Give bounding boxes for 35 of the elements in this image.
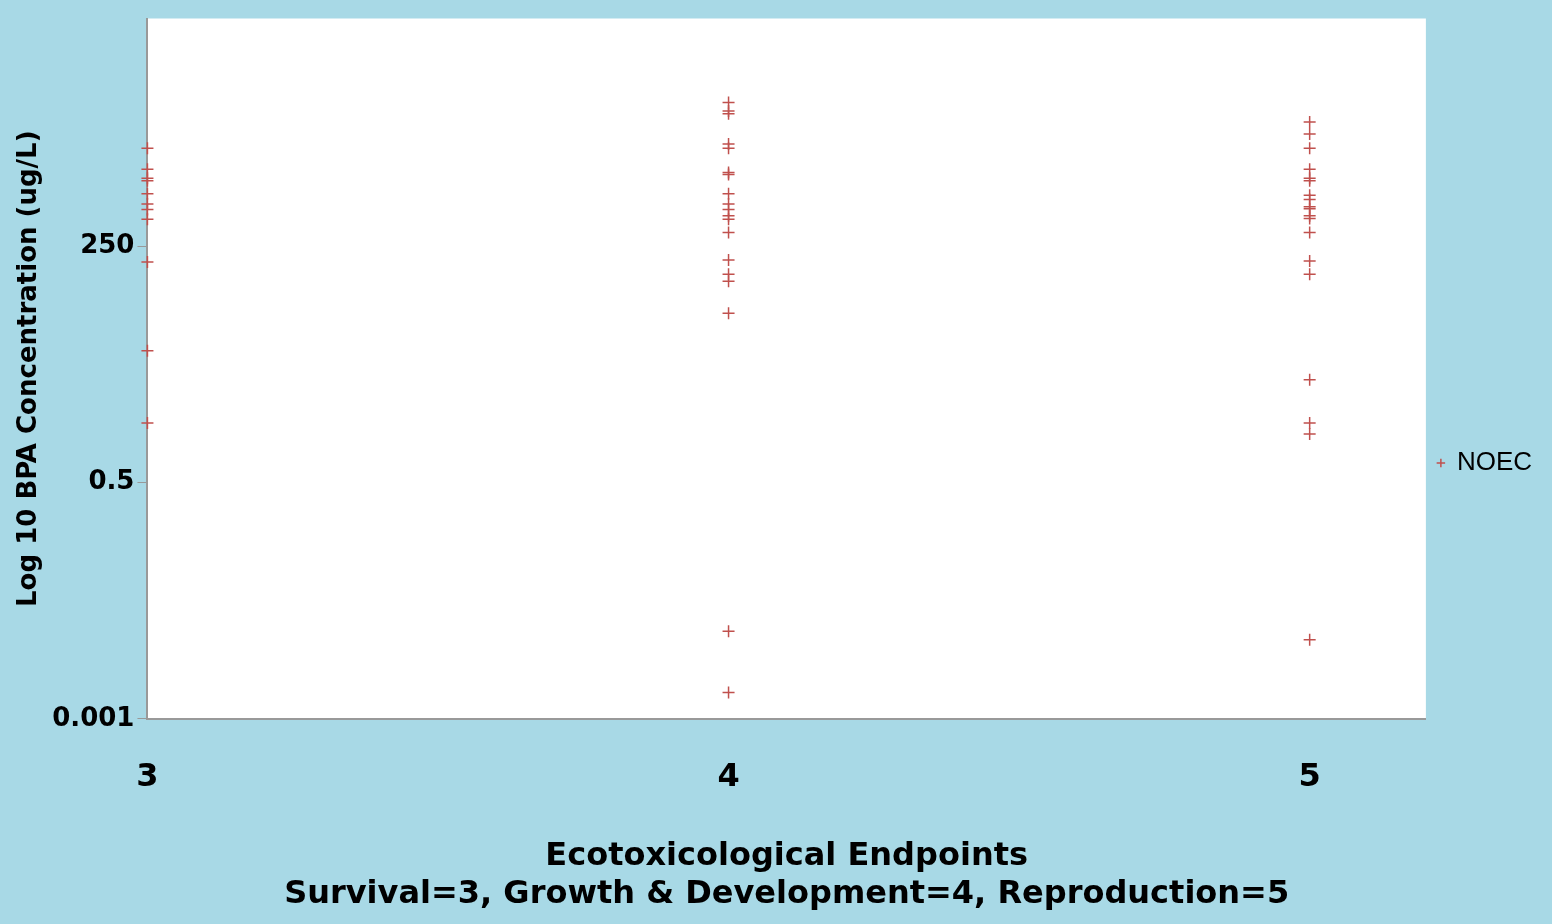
point: [721, 624, 736, 639]
point: [1302, 633, 1317, 647]
point: [140, 186, 155, 201]
point: [721, 186, 736, 201]
y-tick-label: 0.001: [52, 701, 135, 732]
point: [140, 344, 155, 358]
point: [1302, 267, 1317, 281]
point: [140, 141, 155, 156]
point: [721, 274, 736, 288]
point: [1302, 225, 1317, 240]
point: [721, 141, 736, 156]
legend-label: NOEC: [1456, 446, 1533, 477]
point: [1302, 141, 1317, 156]
y-tick-label: 250: [80, 229, 135, 260]
point: [1302, 115, 1317, 129]
point: [140, 416, 155, 430]
point: [1302, 427, 1317, 441]
x-tick-label: 3: [136, 756, 159, 795]
point: [721, 253, 736, 267]
point: [721, 685, 736, 700]
y-axis-title: Log 10 BPA Concentration (ug/L): [12, 130, 43, 607]
point: [1302, 416, 1317, 430]
point: [1302, 254, 1317, 268]
point: [140, 212, 155, 226]
point: [721, 212, 736, 226]
text: Survival=3, Growth & Development=4, Reproduction=5: [284, 873, 1290, 912]
point: [140, 255, 155, 269]
x-axis-title: Ecotoxicological Endpoints: [545, 834, 1028, 873]
x-tick-label: 4: [717, 756, 740, 795]
x-tick-label: 5: [1298, 756, 1321, 795]
point: [1302, 127, 1317, 141]
point: [1302, 372, 1317, 387]
point: [721, 306, 736, 321]
point: [721, 225, 736, 240]
y-tick-label: 0.5: [88, 465, 135, 496]
